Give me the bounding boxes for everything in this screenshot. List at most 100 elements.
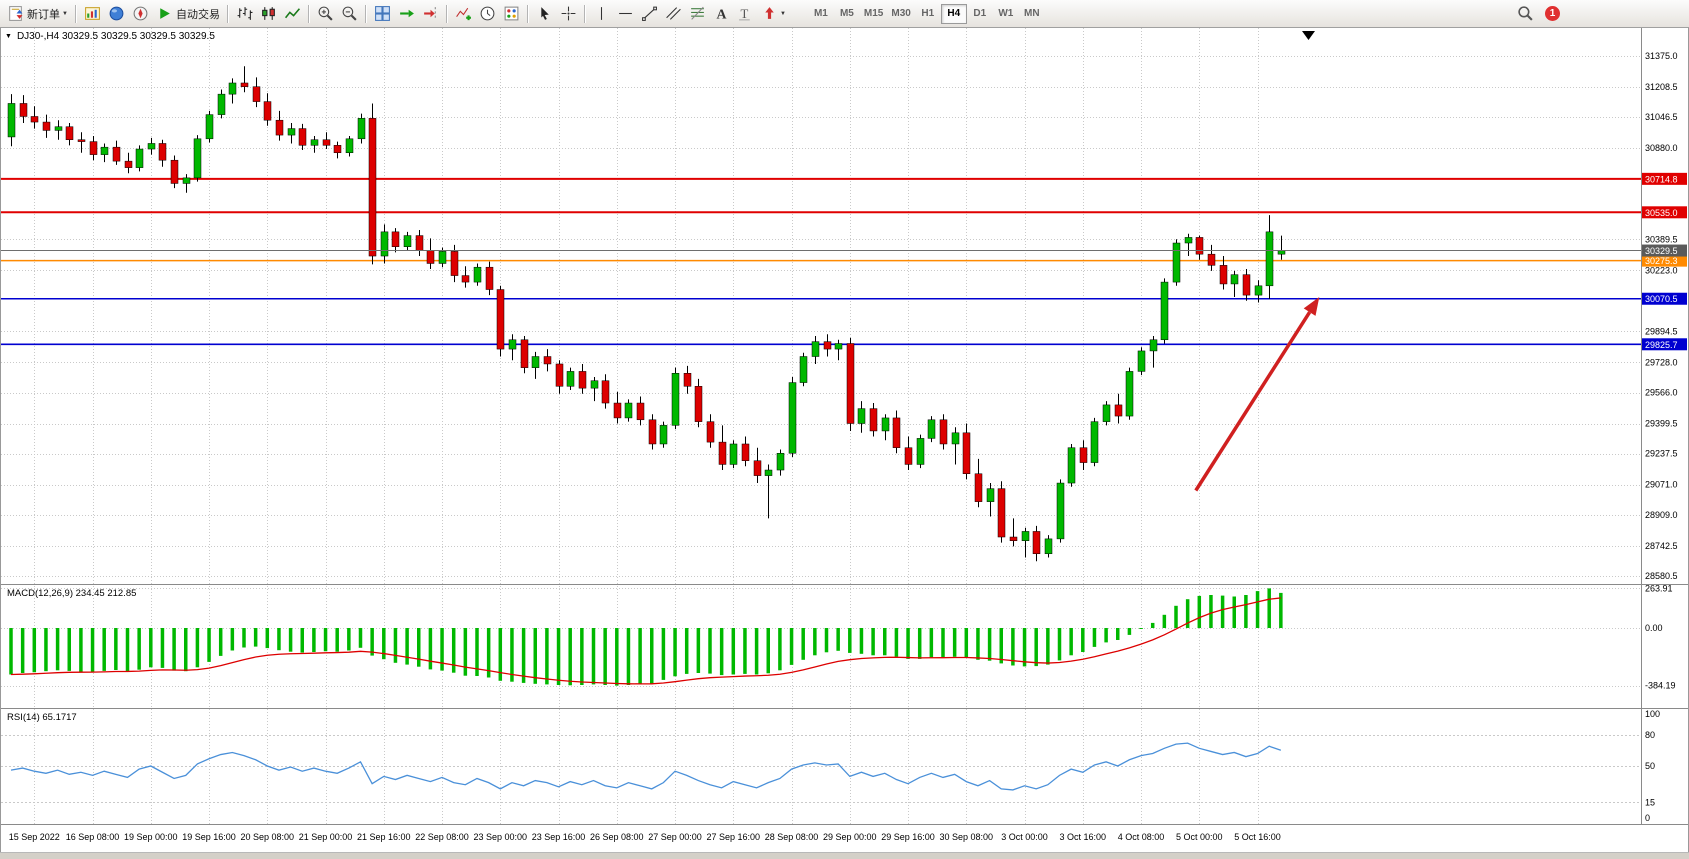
svg-text:A: A [716,6,726,21]
chart-background [1,28,1688,852]
chart-area: ▼ DJ30-,H4 30329.5 30329.5 30329.5 30329… [0,28,1689,852]
timeframe-group: M1 M5 M15 M30 H1 H4 D1 W1 MN [808,3,1045,24]
svg-text:29071.0: 29071.0 [1645,480,1678,490]
arrow-annotation[interactable] [1194,296,1320,492]
notification-badge[interactable]: 1 [1545,6,1560,21]
navigator-button[interactable] [129,3,152,25]
toolbar-separator [445,4,448,23]
svg-text:15 Sep 2022: 15 Sep 2022 [9,832,60,842]
rsi-panel: 100 80 50 15 0 RSI(14) 65.1717 [7,709,1660,823]
new-order-button[interactable]: 新订单 ▼ [4,3,71,25]
svg-text:30275.3: 30275.3 [1645,256,1678,266]
text-label-button[interactable]: T [734,3,757,25]
svg-text:29 Sep 16:00: 29 Sep 16:00 [881,832,935,842]
timeframe-m1[interactable]: M1 [808,4,834,24]
indicators-button[interactable] [452,3,475,25]
zoom-out-icon [342,6,357,21]
svg-text:19 Sep 16:00: 19 Sep 16:00 [182,832,236,842]
auto-scroll-button[interactable] [395,3,418,25]
grid-layer [1,28,1641,824]
data-window-button[interactable] [105,3,128,25]
timeframe-h1[interactable]: H1 [915,4,941,24]
arrows-icon [765,7,774,19]
templates-button[interactable] [500,3,523,25]
price-axis[interactable]: 31375.0 31208.5 31046.5 30880.0 30389.5 30223… [1642,51,1687,581]
horizontal-line-button[interactable] [614,3,637,25]
candle-chart-icon [262,7,275,20]
timeframe-d1[interactable]: D1 [967,4,993,24]
chart-canvas[interactable]: 31375.0 31208.5 31046.5 30880.0 30389.5 30223… [1,28,1688,852]
svg-text:30535.0: 30535.0 [1645,208,1678,218]
periods-button[interactable] [476,3,499,25]
svg-text:29894.5: 29894.5 [1645,326,1678,336]
svg-text:27 Sep 00:00: 27 Sep 00:00 [648,832,702,842]
svg-text:29728.0: 29728.0 [1645,357,1678,367]
channel-button[interactable] [662,3,685,25]
svg-text:30329.5: 30329.5 [1645,246,1678,256]
svg-text:80: 80 [1645,730,1655,740]
svg-text:31375.0: 31375.0 [1645,51,1678,61]
rsi-label: RSI(14) 65.1717 [7,712,77,723]
tile-windows-button[interactable] [371,3,394,25]
svg-text:28580.5: 28580.5 [1645,571,1678,581]
svg-text:16 Sep 08:00: 16 Sep 08:00 [66,832,120,842]
trendline-icon [642,6,657,21]
svg-text:21 Sep 16:00: 21 Sep 16:00 [357,832,411,842]
svg-text:50: 50 [1645,761,1655,771]
svg-text:29399.5: 29399.5 [1645,419,1678,429]
zoom-in-button[interactable] [314,3,337,25]
autotrade-button[interactable]: 自动交易 [153,3,223,25]
svg-text:3 Oct 16:00: 3 Oct 16:00 [1060,832,1107,842]
search-button[interactable] [1514,3,1537,25]
svg-text:29825.7: 29825.7 [1645,340,1678,350]
window-menu-icon[interactable]: ▼ [5,33,12,40]
svg-text:30223.0: 30223.0 [1645,265,1678,275]
timeframe-m15[interactable]: M15 [860,4,887,24]
timeframe-h4[interactable]: H4 [940,3,967,24]
svg-text:31208.5: 31208.5 [1645,82,1678,92]
svg-text:30070.5: 30070.5 [1645,294,1678,304]
line-chart-button[interactable] [281,3,304,25]
search-icon [1518,6,1533,21]
timeframe-m5[interactable]: M5 [834,4,860,24]
arrows-button[interactable]: ▼ [758,3,789,25]
svg-text:5 Oct 00:00: 5 Oct 00:00 [1176,832,1223,842]
svg-text:30389.5: 30389.5 [1645,234,1678,244]
price-badge [1642,254,1687,267]
market-watch-button[interactable] [81,3,104,25]
toolbar-separator [583,4,586,23]
crosshair-button[interactable] [557,3,580,25]
text-icon: A [716,6,726,21]
svg-text:263.91: 263.91 [1645,583,1673,593]
tile-windows-icon [375,6,390,21]
time-axis[interactable]: 15 Sep 2022 16 Sep 08:00 19 Sep 00:00 19 Se… [9,832,1281,842]
timeframe-w1[interactable]: W1 [993,4,1019,24]
fibonacci-button[interactable] [686,3,709,25]
vertical-line-button[interactable] [590,3,613,25]
candle-chart-button[interactable] [257,3,280,25]
price-badge [1642,206,1687,219]
periods-clock-icon [480,6,495,21]
svg-text:28 Sep 08:00: 28 Sep 08:00 [765,832,819,842]
toolbar-separator [526,4,529,23]
fibonacci-icon [691,6,704,20]
chart-shift-button[interactable] [419,3,442,25]
cursor-button[interactable] [533,3,556,25]
zoom-out-button[interactable] [338,3,361,25]
text-button[interactable]: A [710,3,733,25]
svg-text:0.00: 0.00 [1645,623,1663,633]
toolbar-separator [307,4,310,23]
rsi-line [10,742,1282,791]
svg-text:5 Oct 16:00: 5 Oct 16:00 [1234,832,1281,842]
svg-text:30880.0: 30880.0 [1645,143,1678,153]
window-bottom-edge [0,852,1689,859]
timeframe-mn[interactable]: MN [1019,4,1045,24]
bar-chart-icon [237,7,253,20]
trendline-button[interactable] [638,3,661,25]
price-badge [1642,338,1687,351]
svg-text:100: 100 [1645,709,1660,719]
bar-chart-button[interactable] [233,3,256,25]
macd-panel: 263.91 0.00 -384.19 MACD(12,26,9) 234.45 21… [7,583,1676,690]
timeframe-m30[interactable]: M30 [887,4,914,24]
